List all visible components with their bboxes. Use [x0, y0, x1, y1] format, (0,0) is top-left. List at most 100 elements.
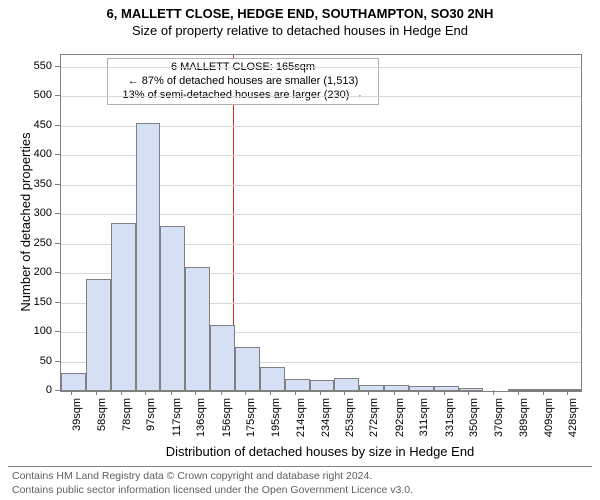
footer-attribution: Contains HM Land Registry data © Crown c…	[12, 470, 413, 497]
ytick-label: 300	[0, 207, 52, 219]
histogram-bar	[160, 226, 185, 391]
histogram-bar	[409, 386, 434, 391]
footer-line1: Contains HM Land Registry data © Crown c…	[12, 470, 413, 484]
xtick-label: 136sqm	[195, 398, 207, 446]
ytick-label: 200	[0, 266, 52, 278]
xtick-mark	[567, 390, 568, 395]
xtick-mark	[71, 390, 72, 395]
ytick-mark	[55, 243, 60, 244]
ytick-label: 250	[0, 237, 52, 249]
xtick-mark	[468, 390, 469, 395]
ytick-label: 150	[0, 296, 52, 308]
xtick-label: 389sqm	[518, 398, 530, 446]
histogram-bar	[558, 389, 581, 391]
histogram-bar	[185, 267, 210, 391]
xtick-mark	[245, 390, 246, 395]
annotation-line2: ← 87% of detached houses are smaller (1,…	[112, 75, 374, 89]
histogram-bar	[235, 347, 260, 391]
xtick-mark	[171, 390, 172, 395]
annotation-line1: 6 MALLETT CLOSE: 165sqm	[112, 61, 374, 75]
histogram-bar	[508, 389, 533, 391]
histogram-bar	[384, 385, 409, 391]
ytick-mark	[55, 361, 60, 362]
ytick-label: 50	[0, 355, 52, 367]
xtick-label: 331sqm	[444, 398, 456, 446]
footer-line2: Contains public sector information licen…	[12, 484, 413, 498]
chart-title: 6, MALLETT CLOSE, HEDGE END, SOUTHAMPTON…	[0, 0, 600, 23]
xtick-mark	[145, 390, 146, 395]
ytick-label: 500	[0, 89, 52, 101]
xtick-label: 78sqm	[121, 398, 133, 446]
ytick-mark	[55, 331, 60, 332]
ytick-mark	[55, 154, 60, 155]
chart-container: 6, MALLETT CLOSE, HEDGE END, SOUTHAMPTON…	[0, 0, 600, 500]
chart-subtitle: Size of property relative to detached ho…	[0, 23, 600, 40]
xtick-label: 156sqm	[221, 398, 233, 446]
xtick-mark	[344, 390, 345, 395]
xtick-label: 175sqm	[245, 398, 257, 446]
xtick-label: 272sqm	[368, 398, 380, 446]
xtick-mark	[221, 390, 222, 395]
ytick-mark	[55, 213, 60, 214]
xtick-label: 117sqm	[171, 398, 183, 446]
ytick-label: 0	[0, 384, 52, 396]
histogram-bar	[210, 325, 235, 391]
xtick-label: 428sqm	[567, 398, 579, 446]
xtick-label: 234sqm	[320, 398, 332, 446]
xtick-label: 253sqm	[344, 398, 356, 446]
x-axis-label: Distribution of detached houses by size …	[60, 444, 580, 459]
xtick-label: 292sqm	[394, 398, 406, 446]
ytick-mark	[55, 95, 60, 96]
xtick-mark	[444, 390, 445, 395]
ytick-label: 450	[0, 119, 52, 131]
xtick-label: 214sqm	[295, 398, 307, 446]
histogram-bar	[260, 367, 285, 391]
xtick-label: 195sqm	[270, 398, 282, 446]
histogram-bar	[61, 373, 86, 391]
gridline-h	[61, 67, 581, 68]
xtick-mark	[295, 390, 296, 395]
xtick-mark	[394, 390, 395, 395]
xtick-mark	[270, 390, 271, 395]
xtick-mark	[368, 390, 369, 395]
plot-area: 6 MALLETT CLOSE: 165sqm ← 87% of detache…	[60, 54, 582, 392]
xtick-mark	[493, 390, 494, 395]
ytick-mark	[55, 125, 60, 126]
xtick-label: 409sqm	[543, 398, 555, 446]
xtick-mark	[195, 390, 196, 395]
ytick-label: 350	[0, 178, 52, 190]
footer-divider	[8, 466, 592, 467]
xtick-mark	[543, 390, 544, 395]
ytick-label: 400	[0, 148, 52, 160]
annotation-box: 6 MALLETT CLOSE: 165sqm ← 87% of detache…	[107, 58, 379, 105]
histogram-bar	[334, 378, 359, 391]
xtick-label: 97sqm	[145, 398, 157, 446]
histogram-bar	[359, 385, 384, 391]
xtick-mark	[121, 390, 122, 395]
histogram-bar	[310, 380, 335, 391]
histogram-bar	[86, 279, 111, 391]
xtick-label: 39sqm	[71, 398, 83, 446]
ytick-mark	[55, 272, 60, 273]
xtick-label: 311sqm	[418, 398, 430, 446]
xtick-label: 58sqm	[96, 398, 108, 446]
histogram-bar	[285, 379, 310, 391]
ytick-mark	[55, 302, 60, 303]
histogram-bar	[533, 389, 558, 391]
histogram-bar	[111, 223, 136, 391]
histogram-bar	[459, 388, 484, 391]
ytick-label: 100	[0, 325, 52, 337]
xtick-label: 350sqm	[468, 398, 480, 446]
ytick-label: 550	[0, 60, 52, 72]
gridline-h	[61, 96, 581, 97]
xtick-mark	[320, 390, 321, 395]
xtick-label: 370sqm	[493, 398, 505, 446]
ytick-mark	[55, 390, 60, 391]
xtick-mark	[96, 390, 97, 395]
histogram-bar	[136, 123, 161, 391]
xtick-mark	[518, 390, 519, 395]
ytick-mark	[55, 66, 60, 67]
histogram-bar	[434, 386, 459, 391]
ytick-mark	[55, 184, 60, 185]
xtick-mark	[418, 390, 419, 395]
